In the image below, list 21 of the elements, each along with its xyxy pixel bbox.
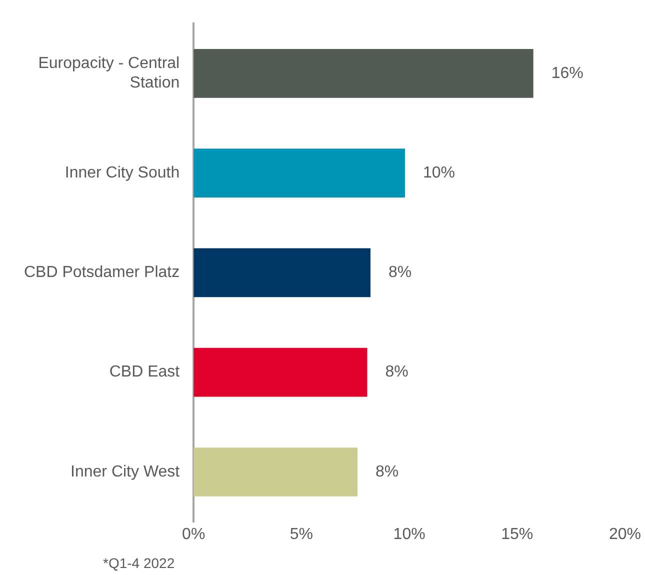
bar [194,148,405,198]
bar [194,348,368,397]
y-tick-label: Europacity - Central Station [38,55,180,92]
bar [194,49,534,98]
y-tick-label: Inner City West [70,463,180,480]
x-tick-label: 15% [501,526,534,543]
text: *Q1-4 2022 [103,555,175,571]
y-tick-label: CBD East [109,364,180,381]
x-tick-label: 0% [182,526,206,543]
data-label: 10% [422,164,456,182]
data-label: 8% [376,463,399,480]
data-label: 8% [388,264,412,282]
data-label: 16% [551,64,584,82]
bar [194,248,370,298]
x-tick-label: 20% [608,526,642,543]
x-tick-label: 5% [290,526,314,543]
x-tick-label: 10% [393,526,426,543]
y-tick-label: CBD Potsdamer Platz [24,264,180,282]
bar [194,448,358,496]
data-label: 8% [385,364,408,381]
y-tick-label: Inner City South [64,164,180,182]
